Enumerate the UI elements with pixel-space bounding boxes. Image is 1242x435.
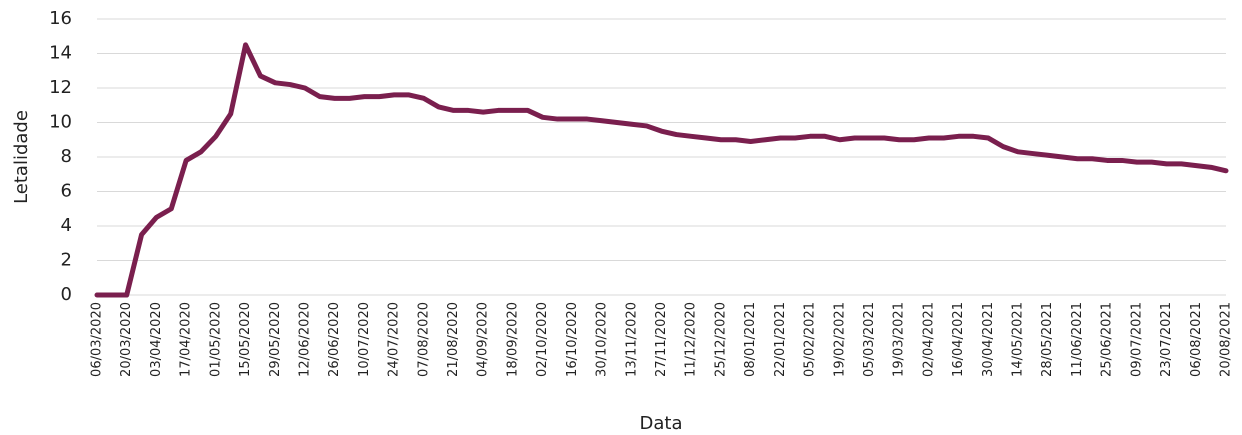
- x-tick-label: 05/03/2021: [862, 302, 877, 377]
- x-tick-label: 25/12/2020: [713, 302, 728, 377]
- y-tick-label: 2: [61, 250, 72, 271]
- x-tick-label: 17/04/2020: [179, 302, 194, 377]
- x-tick-label: 08/01/2021: [743, 302, 758, 377]
- y-tick-label: 10: [49, 112, 72, 133]
- x-tick-label: 30/04/2021: [981, 302, 996, 377]
- x-tick-label: 19/03/2021: [892, 302, 907, 377]
- x-tick-label: 01/05/2020: [208, 302, 223, 377]
- x-tick-label: 27/11/2020: [654, 302, 669, 377]
- y-tick-label: 14: [49, 43, 72, 64]
- x-tick-label: 30/10/2020: [595, 302, 610, 377]
- x-axis-title: Data: [640, 413, 683, 434]
- x-tick-label: 21/08/2020: [446, 302, 461, 377]
- x-tick-label: 19/02/2021: [832, 302, 847, 377]
- x-tick-label: 16/10/2020: [565, 302, 580, 377]
- x-tick-label: 10/07/2020: [357, 302, 372, 377]
- x-tick-label: 20/03/2020: [119, 302, 134, 377]
- x-tick-label: 22/01/2021: [773, 302, 788, 377]
- x-tick-label: 25/06/2021: [1100, 302, 1115, 377]
- x-tick-label: 20/08/2021: [1219, 302, 1234, 377]
- x-tick-label: 02/10/2020: [535, 302, 550, 377]
- data-line: [94, 42, 1229, 298]
- x-tick-label: 07/08/2020: [416, 302, 431, 377]
- y-tick-label: 8: [61, 146, 72, 167]
- y-tick-label: 16: [49, 8, 72, 29]
- x-tick-label: 16/04/2021: [951, 302, 966, 377]
- x-tick-label: 03/04/2020: [149, 302, 164, 377]
- x-tick-label: 11/06/2021: [1070, 302, 1085, 377]
- x-tick-label: 06/03/2020: [90, 302, 105, 377]
- x-tick-label: 05/02/2021: [803, 302, 818, 377]
- x-tick-label: 24/07/2020: [387, 302, 402, 377]
- x-tick-label: 15/05/2020: [238, 302, 253, 377]
- x-tick-label: 28/05/2021: [1040, 302, 1055, 377]
- x-tick-label: 06/08/2021: [1189, 302, 1204, 377]
- x-tick-label: 14/05/2021: [1011, 302, 1026, 377]
- x-tick-label: 09/07/2021: [1129, 302, 1144, 377]
- x-tick-label: 23/07/2021: [1159, 302, 1174, 377]
- y-tick-label: 12: [49, 77, 72, 98]
- x-tick-label: 04/09/2020: [476, 302, 491, 377]
- x-tick-label: 02/04/2021: [921, 302, 936, 377]
- x-tick-label: 13/11/2020: [624, 302, 639, 377]
- x-tick-label: 11/12/2020: [684, 302, 699, 377]
- x-tick-label: 26/06/2020: [327, 302, 342, 377]
- y-tick-label: 6: [61, 181, 72, 202]
- y-axis-title: Letalidade: [11, 110, 32, 204]
- y-tick-label: 4: [61, 215, 72, 236]
- x-tick-label: 29/05/2020: [268, 302, 283, 377]
- x-tick-label: 18/09/2020: [505, 302, 520, 377]
- y-tick-label: 0: [61, 284, 72, 305]
- x-tick-label: 12/06/2020: [297, 302, 312, 377]
